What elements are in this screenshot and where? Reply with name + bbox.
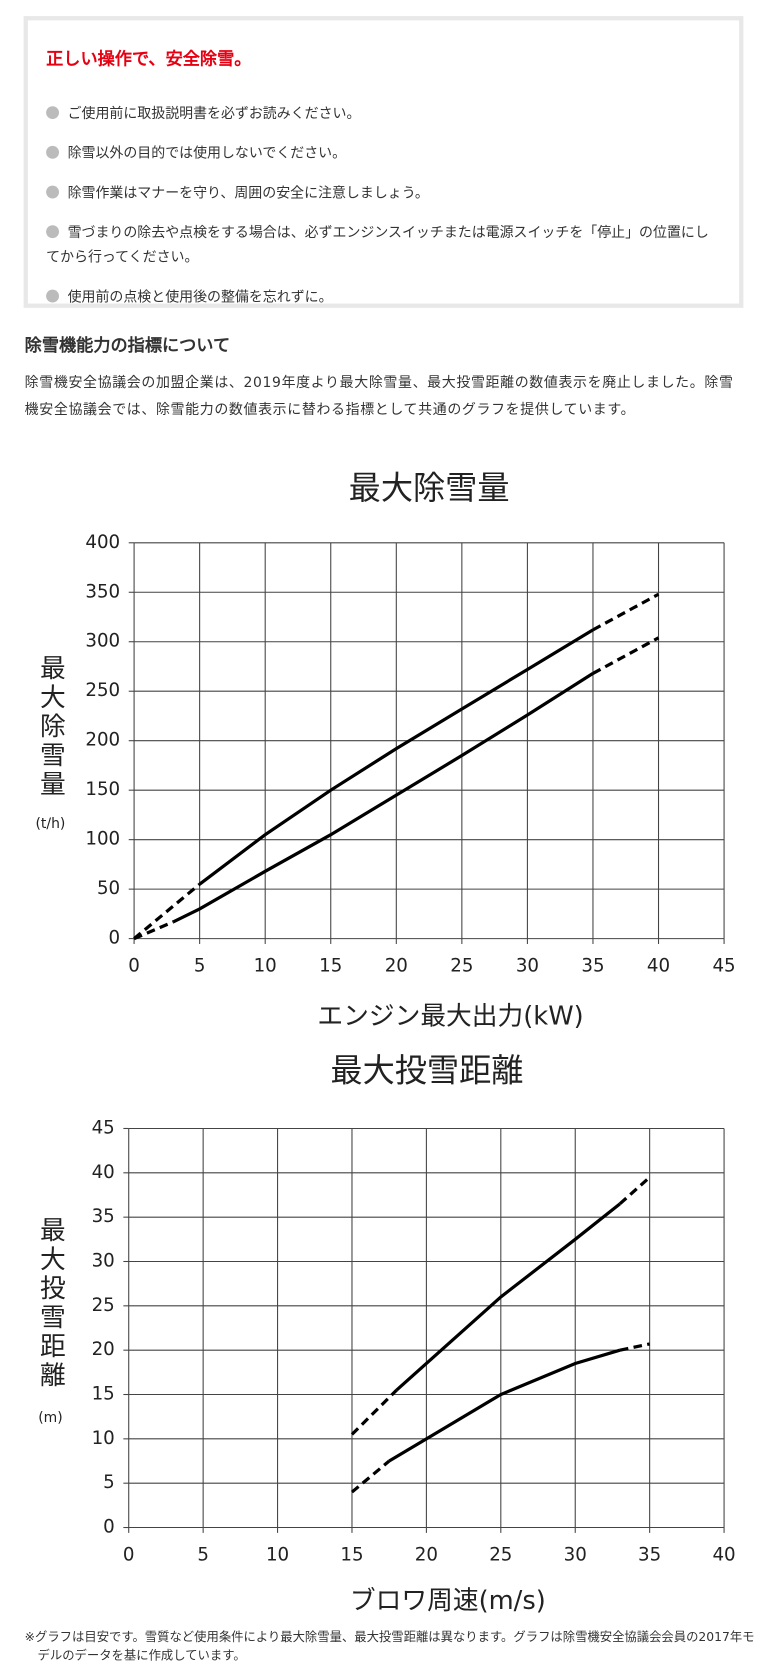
- y-tick-label: 45: [92, 1117, 115, 1138]
- y-axis-unit: (t/h): [35, 816, 65, 832]
- data-line: [395, 1202, 621, 1392]
- data-line: [350, 1388, 398, 1436]
- y-tick-label: 15: [92, 1384, 115, 1405]
- notice-box: 正しい操作で、安全除雪。 ご使用前に取扱説明書を必ずお読みください。 除雪以外の目…: [23, 16, 744, 308]
- data-line: [592, 592, 660, 632]
- x-tick-label: 0: [128, 956, 140, 977]
- y-tick-label: 25: [92, 1295, 115, 1316]
- section-heading: 除雪機能力の指標について: [24, 334, 231, 356]
- data-line: [619, 1342, 650, 1352]
- y-tick-label: 20: [92, 1339, 115, 1360]
- footnote: ※グラフは目安です。雪質など使用条件により最大除雪量、最大投雪距離は異なります。…: [24, 1629, 755, 1663]
- x-tick-label: 35: [638, 1544, 661, 1565]
- y-tick-label: 300: [85, 631, 120, 652]
- y-tick-label: 0: [103, 1517, 115, 1538]
- notice-item: 雪づまりの除去や点検をする場合は、必ずエンジンスイッチまたは電源スイッチを「停止…: [46, 221, 722, 270]
- x-tick-label: 10: [254, 956, 277, 977]
- x-tick-label: 30: [564, 1544, 587, 1565]
- y-axis-unit: (m): [38, 1410, 62, 1426]
- y-tick-label: 400: [85, 532, 120, 553]
- data-line: [388, 1348, 621, 1463]
- x-axis-label: エンジン最大出力(kW): [317, 1001, 583, 1031]
- x-tick-label: 35: [581, 956, 604, 977]
- chart-title: 最大除雪量: [349, 469, 510, 507]
- data-line: [133, 882, 201, 940]
- section-paragraph: 除雪機安全協議会の加盟企業は、2019年度より最大除雪量、最大投雪距離の数値表示…: [24, 375, 734, 419]
- y-tick-label: 10: [92, 1428, 115, 1449]
- y-tick-label: 200: [85, 730, 120, 751]
- notice-item: 除雪作業はマナーを守り、周囲の安全に注意しましょう。: [46, 181, 722, 206]
- y-tick-label: 50: [97, 878, 120, 899]
- y-tick-label: 40: [92, 1162, 115, 1183]
- y-tick-label: 5: [103, 1472, 115, 1493]
- x-tick-label: 10: [266, 1544, 289, 1565]
- y-axis-label: 最大除雪量: [35, 654, 65, 799]
- x-tick-label: 5: [197, 1544, 209, 1565]
- x-axis-label: ブロワ周速(m/s): [350, 1586, 546, 1616]
- x-tick-label: 25: [450, 956, 473, 977]
- y-tick-label: 250: [85, 680, 120, 701]
- x-tick-label: 0: [123, 1544, 135, 1565]
- x-tick-label: 25: [489, 1544, 512, 1565]
- notice-title: 正しい操作で、安全除雪。: [46, 48, 252, 69]
- x-tick-label: 15: [340, 1544, 363, 1565]
- x-tick-label: 40: [712, 1544, 735, 1565]
- y-axis-label: 最大投雪距離: [35, 1216, 65, 1390]
- x-tick-label: 5: [194, 956, 206, 977]
- y-tick-label: 150: [85, 779, 120, 800]
- notice-list: ご使用前に取扱説明書を必ずお読みください。 除雪以外の目的では使用しないでください…: [46, 102, 722, 325]
- data-line: [350, 1459, 391, 1494]
- y-tick-label: 0: [109, 928, 121, 949]
- y-tick-label: 100: [85, 829, 120, 850]
- notice-item: 除雪以外の目的では使用しないでください。: [46, 142, 722, 167]
- y-tick-label: 350: [85, 581, 120, 602]
- x-tick-label: 45: [712, 956, 735, 977]
- y-tick-label: 35: [92, 1206, 115, 1227]
- data-line: [592, 636, 660, 675]
- y-tick-label: 30: [92, 1250, 115, 1271]
- x-tick-label: 40: [647, 956, 670, 977]
- x-tick-label: 20: [415, 1544, 438, 1565]
- notice-item: ご使用前に取扱説明書を必ずお読みください。: [46, 102, 722, 127]
- x-tick-label: 15: [319, 956, 342, 977]
- data-line: [618, 1176, 651, 1206]
- data-line: [172, 672, 594, 924]
- notice-item: 使用前の点検と使用後の整備を忘れずに。: [46, 285, 722, 310]
- chart-title: 最大投雪距離: [330, 1052, 523, 1090]
- data-line: [198, 628, 594, 886]
- data-line: [133, 920, 175, 941]
- x-tick-label: 20: [385, 956, 408, 977]
- x-tick-label: 30: [516, 956, 539, 977]
